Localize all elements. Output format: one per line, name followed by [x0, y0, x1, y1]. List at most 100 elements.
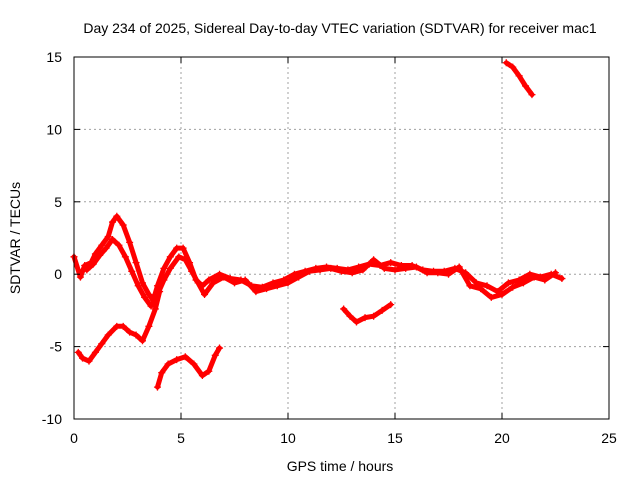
data-point-marker — [380, 264, 388, 272]
data-point-marker — [361, 314, 369, 322]
data-point-marker — [126, 328, 134, 336]
data-point-marker — [145, 290, 153, 298]
data-point-marker — [519, 279, 527, 287]
data-point-marker — [190, 360, 198, 368]
data-point-marker — [119, 322, 127, 330]
data-point-marker — [113, 212, 121, 220]
data-point-marker — [455, 263, 463, 271]
plot-frame — [73, 56, 610, 420]
data-point-marker — [132, 259, 140, 267]
data-point-marker — [102, 244, 110, 252]
data-point-marker — [179, 244, 187, 252]
data-point-marker — [445, 270, 452, 278]
data-point-marker — [211, 351, 219, 359]
data-point-marker — [370, 312, 378, 320]
data-point-marker — [85, 357, 93, 365]
data-point-marker — [113, 322, 121, 330]
data-point-marker — [526, 270, 534, 278]
data-point-marker — [348, 269, 356, 277]
data-point-marker — [104, 233, 112, 241]
data-point-marker — [498, 290, 506, 298]
data-point-marker — [502, 59, 510, 67]
data-point-marker — [166, 264, 174, 272]
data-point-marker — [81, 262, 89, 270]
data-point-marker — [141, 293, 149, 301]
y-axis-label: SDTVAR / TECUs — [7, 182, 23, 294]
data-point-marker — [387, 301, 395, 309]
data-point-marker — [98, 340, 106, 348]
data-point-marker — [509, 63, 517, 71]
data-point-marker — [145, 322, 153, 330]
chart-title: Day 234 of 2025, Sidereal Day-to-day VTE… — [83, 20, 596, 36]
data-point-marker — [391, 266, 399, 274]
data-point-marker — [530, 273, 538, 281]
data-point-marker — [104, 331, 112, 339]
data-point-marker — [181, 256, 189, 264]
series-mid-dip-trace — [340, 301, 395, 326]
data-point-marker — [96, 251, 104, 259]
data-point-marker — [194, 279, 202, 287]
data-point-marker — [198, 372, 206, 380]
x-tick-label: 0 — [70, 430, 78, 446]
data-point-marker — [295, 273, 303, 281]
series-lower-left-trace — [74, 288, 164, 365]
data-point-marker — [216, 344, 224, 352]
data-point-marker — [138, 279, 146, 287]
data-point-marker — [91, 348, 99, 356]
data-point-marker — [175, 253, 183, 261]
x-tick-label: 20 — [494, 430, 510, 446]
y-tick-label: 5 — [54, 194, 62, 210]
data-point-marker — [109, 218, 117, 226]
data-point-marker — [134, 282, 142, 290]
data-point-marker — [158, 369, 166, 377]
series-line — [84, 236, 558, 309]
data-point-marker — [541, 276, 549, 284]
data-point-marker — [241, 276, 249, 284]
data-point-marker — [147, 302, 155, 310]
data-point-marker — [352, 318, 360, 326]
data-point-marker — [423, 269, 431, 277]
data-point-marker — [378, 306, 386, 314]
data-point-marker — [205, 367, 213, 375]
data-point-marker — [216, 270, 224, 278]
data-point-marker — [483, 282, 491, 290]
data-point-marker — [290, 270, 298, 278]
data-point-marker — [98, 241, 106, 249]
data-point-marker — [209, 279, 217, 287]
data-point-marker — [173, 356, 181, 364]
data-point-marker — [252, 288, 260, 296]
series-line — [155, 345, 222, 390]
data-point-marker — [188, 267, 196, 275]
data-point-marker — [558, 275, 566, 283]
data-point-marker — [164, 360, 172, 368]
data-point-marker — [109, 235, 117, 243]
data-point-marker — [346, 312, 354, 320]
data-point-marker — [128, 267, 136, 275]
series-layer — [70, 59, 566, 391]
data-point-marker — [477, 285, 485, 293]
series-lower-middle-trace — [153, 344, 224, 391]
data-point-marker — [126, 238, 134, 246]
x-tick-label: 15 — [387, 430, 403, 446]
data-point-marker — [156, 288, 164, 296]
data-point-marker — [504, 279, 512, 287]
x-tick-label: 10 — [280, 430, 296, 446]
data-point-marker — [340, 305, 348, 313]
data-point-marker — [132, 331, 140, 339]
y-tick-label: -5 — [50, 339, 63, 355]
data-point-marker — [138, 337, 146, 345]
x-axis-label: GPS time / hours — [287, 458, 394, 474]
y-tick-label: 0 — [54, 266, 62, 282]
series-secondary-trace — [83, 235, 559, 310]
data-point-marker — [284, 279, 292, 287]
data-point-marker — [74, 348, 82, 356]
data-point-marker — [509, 283, 517, 291]
data-point-marker — [273, 282, 281, 290]
data-point-marker — [201, 290, 209, 298]
series-top-right-trace — [502, 59, 536, 99]
data-point-marker — [153, 383, 161, 391]
data-point-marker — [263, 285, 271, 293]
data-point-marker — [487, 293, 495, 301]
